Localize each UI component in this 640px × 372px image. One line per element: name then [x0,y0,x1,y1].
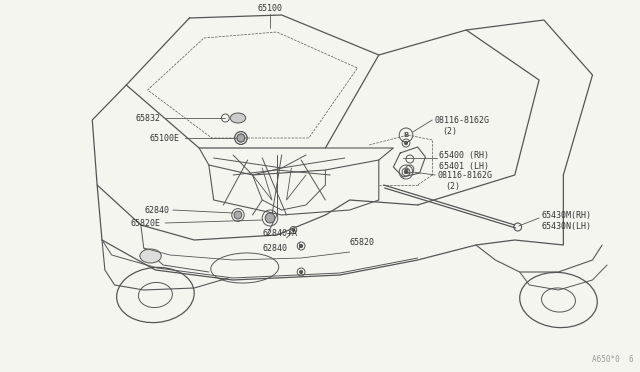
Text: 65100E: 65100E [150,134,180,142]
Text: B: B [403,132,408,138]
Text: 62840: 62840 [262,244,287,253]
Text: 62840: 62840 [145,205,170,215]
Circle shape [292,229,294,231]
Text: 62840+A: 62840+A [262,228,297,237]
Text: A650*0  6: A650*0 6 [593,356,634,365]
Text: 65100: 65100 [257,3,282,13]
Text: 65430M(RH): 65430M(RH) [541,211,591,219]
Text: (2): (2) [445,182,460,190]
Text: 65430N(LH): 65430N(LH) [541,221,591,231]
Text: 65832: 65832 [135,113,160,122]
Ellipse shape [230,113,246,123]
Text: B: B [403,169,408,175]
Text: 65401 (LH): 65401 (LH) [439,161,489,170]
Circle shape [237,134,244,142]
Circle shape [237,134,244,142]
Circle shape [404,170,408,174]
Circle shape [300,270,303,273]
Circle shape [265,213,275,223]
Text: 65820E: 65820E [131,218,160,228]
Circle shape [404,141,408,145]
Text: 08116-8162G: 08116-8162G [434,115,489,125]
Text: (2): (2) [442,126,457,135]
Text: 65820: 65820 [349,237,374,247]
Text: 08116-8162G: 08116-8162G [437,170,492,180]
Ellipse shape [140,249,161,263]
Circle shape [300,244,303,248]
Text: 65400 (RH): 65400 (RH) [439,151,489,160]
Circle shape [234,211,242,219]
